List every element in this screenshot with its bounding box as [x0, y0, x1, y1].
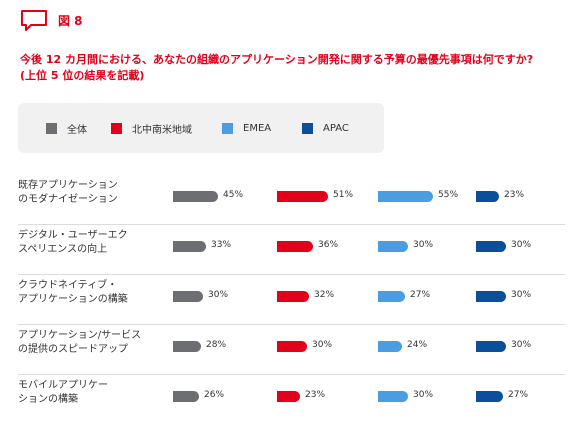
category-label-line: アプリケーションの構築 — [18, 294, 128, 305]
bar-emea — [378, 191, 433, 202]
legend-label-emea: EMEA — [243, 122, 272, 134]
bar-all — [173, 241, 206, 252]
value-label-all: 28% — [206, 340, 227, 350]
bar-americas — [277, 341, 307, 352]
bar-emea — [378, 341, 402, 352]
category-label-line: のモダナイゼーション — [18, 194, 118, 205]
value-label-emea: 30% — [413, 240, 434, 250]
legend-item-americas: 北中南米地域 — [111, 122, 192, 136]
speech-bubble-icon — [21, 10, 47, 31]
title-line-2: (上位 5 位の結果を記載) — [20, 69, 145, 82]
legend-item-all: 全体 — [46, 122, 87, 136]
bar-all — [173, 341, 201, 352]
category-label-line: クラウドネイティブ・ — [18, 280, 118, 291]
legend-label-americas: 北中南米地域 — [132, 124, 192, 136]
value-label-americas: 51% — [333, 190, 354, 200]
chart-row: 既存アプリケーション のモダナイゼーション 45% 51% 55% 23% — [0, 176, 573, 225]
value-label-all: 33% — [211, 240, 232, 250]
legend-label-all: 全体 — [67, 124, 87, 136]
value-label-all: 45% — [223, 190, 244, 200]
legend-swatch-americas — [111, 122, 122, 134]
category-label-line: 既存アプリケーション — [18, 180, 118, 191]
bar-apac — [476, 291, 506, 302]
chart-title: 今後 12 カ月間における、あなたの組織のアプリケーション開発に関する予算の最優… — [20, 52, 565, 84]
row-divider — [18, 224, 565, 225]
value-label-apac: 30% — [511, 340, 532, 350]
legend-item-apac: APAC — [302, 122, 349, 134]
bar-americas — [277, 241, 313, 252]
bar-americas — [277, 291, 309, 302]
legend-swatch-all — [46, 122, 57, 134]
chart-row: モバイルアプリケー ションの構築 26% 23% 30% 27% — [0, 376, 573, 425]
category-label: デジタル・ユーザーエク スペリエンスの向上 — [18, 229, 168, 257]
figure-label: 図 8 — [58, 14, 83, 28]
value-label-apac: 23% — [504, 190, 525, 200]
bar-all — [173, 191, 218, 202]
bar-americas — [277, 191, 328, 202]
bar-americas — [277, 391, 300, 402]
legend-item-emea: EMEA — [222, 122, 271, 134]
chart-row: アプリケーション/サービス の提供のスピードアップ 28% 30% 24% 30% — [0, 326, 573, 375]
bar-emea — [378, 391, 408, 402]
legend-swatch-apac — [302, 122, 313, 134]
value-label-emea: 27% — [410, 290, 431, 300]
value-label-emea: 55% — [438, 190, 459, 200]
value-label-americas: 23% — [305, 390, 326, 400]
value-label-emea: 24% — [407, 340, 428, 350]
category-label-line: の提供のスピードアップ — [18, 344, 128, 355]
value-label-all: 30% — [208, 290, 229, 300]
value-label-apac: 30% — [511, 290, 532, 300]
bar-apac — [476, 391, 503, 402]
category-label-line: デジタル・ユーザーエク — [18, 230, 128, 241]
legend-label-apac: APAC — [323, 122, 349, 134]
bar-emea — [378, 291, 405, 302]
category-label: アプリケーション/サービス の提供のスピードアップ — [18, 329, 168, 357]
value-label-americas: 30% — [312, 340, 333, 350]
category-label-line: スペリエンスの向上 — [18, 244, 108, 255]
bar-apac — [476, 341, 506, 352]
legend: 全体 北中南米地域 EMEA APAC — [18, 103, 384, 153]
value-label-apac: 27% — [508, 390, 529, 400]
value-label-americas: 32% — [314, 290, 335, 300]
value-label-all: 26% — [204, 390, 225, 400]
category-label: クラウドネイティブ・ アプリケーションの構築 — [18, 279, 168, 307]
row-divider — [18, 274, 565, 275]
bar-all — [173, 391, 199, 402]
title-line-1: 今後 12 カ月間における、あなたの組織のアプリケーション開発に関する予算の最優… — [20, 53, 534, 66]
value-label-emea: 30% — [413, 390, 434, 400]
category-label: モバイルアプリケー ションの構築 — [18, 379, 168, 407]
category-label: 既存アプリケーション のモダナイゼーション — [18, 179, 168, 207]
bar-apac — [476, 191, 499, 202]
value-label-apac: 30% — [511, 240, 532, 250]
bar-all — [173, 291, 203, 302]
category-label-line: アプリケーション/サービス — [18, 330, 142, 341]
category-label-line: ションの構築 — [18, 394, 78, 405]
chart-row: デジタル・ユーザーエク スペリエンスの向上 33% 36% 30% 30% — [0, 226, 573, 275]
chart-row: クラウドネイティブ・ アプリケーションの構築 30% 32% 27% 30% — [0, 276, 573, 325]
bar-emea — [378, 241, 408, 252]
bar-apac — [476, 241, 506, 252]
category-label-line: モバイルアプリケー — [18, 380, 108, 391]
row-divider — [18, 324, 565, 325]
legend-swatch-emea — [222, 122, 233, 134]
row-divider — [18, 374, 565, 375]
value-label-americas: 36% — [318, 240, 339, 250]
